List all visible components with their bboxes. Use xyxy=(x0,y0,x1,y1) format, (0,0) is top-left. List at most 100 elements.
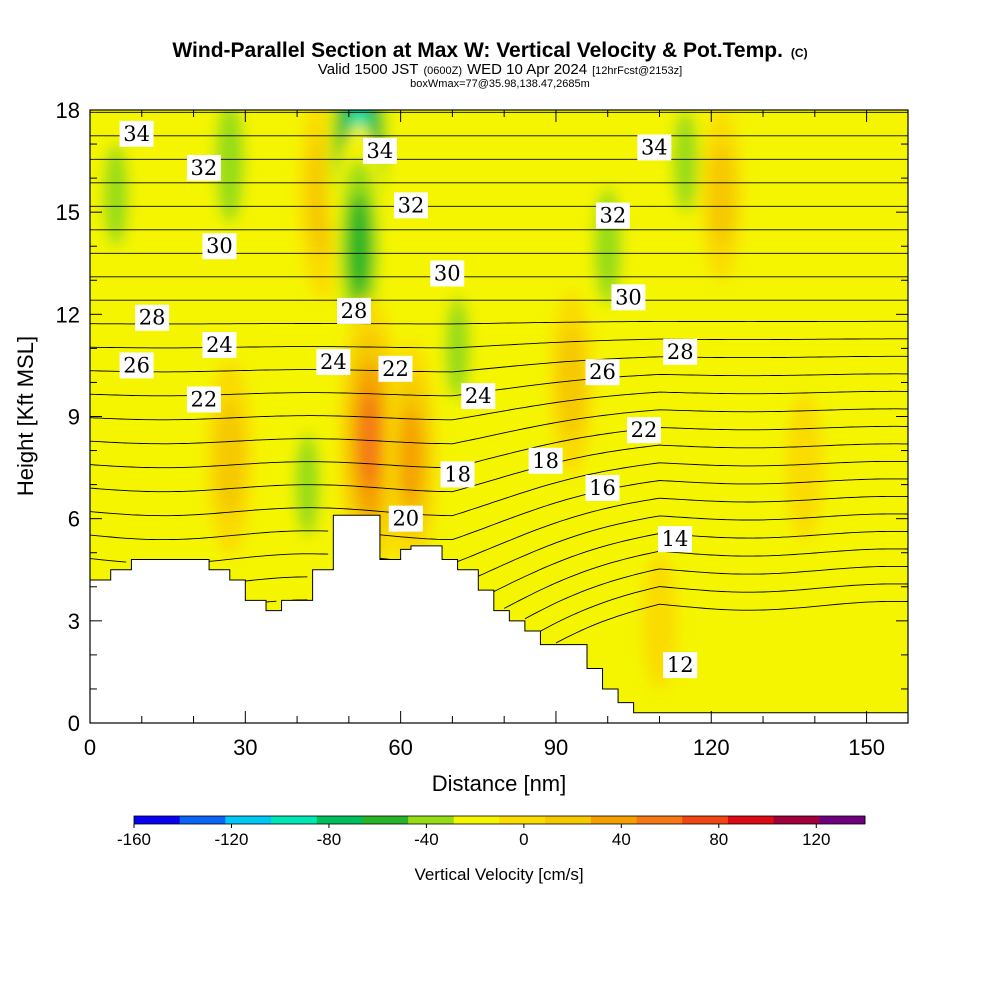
theta-label-text: 18 xyxy=(532,449,559,473)
theta-label-box xyxy=(186,154,221,181)
vv-core-4-level-2 xyxy=(347,193,371,299)
theta-label-box xyxy=(637,134,672,161)
theta-label-text: 22 xyxy=(382,357,409,381)
theta-contour-18 xyxy=(90,425,908,469)
vv-core-9-level-1 xyxy=(445,296,470,400)
theta-label-24: 14 xyxy=(658,526,693,553)
theta-label-20: 26 xyxy=(585,359,620,386)
vv-core-6-level-2 xyxy=(399,407,423,508)
theta-label-box xyxy=(202,331,237,358)
theta-label-text: 20 xyxy=(392,507,419,531)
vv-core-12-level-1 xyxy=(673,110,698,213)
theta-label-4: 26 xyxy=(119,352,154,379)
theta-label-text: 12 xyxy=(667,653,694,677)
theta-label-25: 12 xyxy=(663,652,698,679)
theta-label-2: 30 xyxy=(202,233,237,260)
chart-box-info: boxWmax=77@35.98,138.47,2685m xyxy=(410,78,590,90)
colorbar-swatch xyxy=(316,816,363,824)
colorbar-tick-labels: -160 -120 -80 -40 0 40 80 120 xyxy=(117,830,830,849)
colorbar-tick-label: 80 xyxy=(709,830,728,849)
colorbar-swatch xyxy=(727,816,775,824)
vv-core-1-level-1 xyxy=(215,110,245,224)
vv-core-0-level-1 xyxy=(103,143,129,247)
theta-contour-16 xyxy=(90,460,908,517)
theta-label-box xyxy=(202,233,237,260)
theta-label-box xyxy=(378,355,413,382)
theta-label-text: 32 xyxy=(191,156,218,180)
theta-contour-9 xyxy=(540,583,908,632)
theta-contour-15 xyxy=(90,478,908,541)
theta-label-23: 16 xyxy=(585,475,620,502)
colorbar-swatch xyxy=(453,816,500,824)
colorbar-tick-label: -40 xyxy=(414,830,439,849)
theta-label-box xyxy=(388,505,423,532)
x-tick-label: 120 xyxy=(693,735,730,760)
colorbar-swatch xyxy=(773,816,820,824)
theta-label-16: 20 xyxy=(388,505,423,532)
theta-contour-19 xyxy=(90,408,908,445)
theta-label-box xyxy=(316,349,351,376)
theta-label-text: 14 xyxy=(662,527,689,551)
theta-label-box xyxy=(658,526,693,553)
x-tick-label: 90 xyxy=(544,735,568,760)
theta-contour-21 xyxy=(90,373,908,397)
colorbar-title: Vertical Velocity [cm/s] xyxy=(414,865,583,884)
colorbar-frame xyxy=(133,815,866,825)
theta-label-box xyxy=(663,652,698,679)
theta-label-3: 28 xyxy=(135,304,170,331)
colorbar-tick-label: -120 xyxy=(214,830,248,849)
vv-core-10-level-1 xyxy=(558,327,585,438)
theta-label-box xyxy=(663,338,698,365)
theta-label-0: 34 xyxy=(119,120,154,147)
colorbar-tick-label: 120 xyxy=(802,830,830,849)
y-tick-label: 15 xyxy=(56,200,80,225)
theta-label-text: 18 xyxy=(444,462,471,486)
colorbar-swatch xyxy=(225,816,272,824)
theta-label-15: 18 xyxy=(528,447,563,474)
theta-contour-20 xyxy=(90,390,908,421)
theta-label-box xyxy=(362,137,397,164)
theta-label-text: 24 xyxy=(320,350,347,374)
theta-label-18: 32 xyxy=(595,202,630,229)
theta-label-14: 18 xyxy=(440,461,475,488)
theta-label-box xyxy=(393,192,428,219)
theta-label-text: 26 xyxy=(123,353,150,377)
theta-contour-10 xyxy=(524,565,908,620)
theta-label-text: 30 xyxy=(206,234,233,258)
theta-label-text: 24 xyxy=(206,333,233,357)
y-tick-label: 0 xyxy=(68,711,80,736)
theta-label-22: 22 xyxy=(626,417,661,444)
terrain xyxy=(90,514,908,723)
x-axis-label: Distance [nm] xyxy=(432,771,567,796)
colorbar-swatch xyxy=(590,816,638,824)
y-tick-label: 12 xyxy=(56,302,80,327)
theta-label-box xyxy=(595,202,630,229)
theta-label-text: 16 xyxy=(589,476,616,500)
vv-core-7-level-1 xyxy=(216,398,244,517)
vv-core-13-level-1 xyxy=(709,143,734,247)
theta-label-17: 34 xyxy=(637,134,672,161)
y-tick-label: 6 xyxy=(68,507,80,532)
x-tick-label: 150 xyxy=(848,735,885,760)
theta-contour-17 xyxy=(90,443,908,493)
theta-label-box xyxy=(119,120,154,147)
theta-contour-8 xyxy=(555,600,908,644)
colorbar xyxy=(133,815,866,828)
y-tick-label: 9 xyxy=(68,405,80,430)
theta-label-box xyxy=(461,383,496,410)
theta-label-box xyxy=(611,284,646,311)
theta-label-12: 22 xyxy=(378,355,413,382)
theta-label-box xyxy=(585,475,620,502)
colorbar-swatch xyxy=(362,816,409,824)
theta-label-10: 28 xyxy=(337,297,372,324)
chart-title: Wind-Parallel Section at Max W: Vertical… xyxy=(172,39,807,62)
colorbar-swatch xyxy=(545,816,592,824)
theta-label-7: 34 xyxy=(362,137,397,164)
theta-label-text: 28 xyxy=(667,340,694,364)
colorbar-swatch xyxy=(819,816,866,824)
theta-label-text: 28 xyxy=(139,306,166,330)
theta-label-box xyxy=(135,304,170,331)
theta-contour-22 xyxy=(90,355,908,373)
theta-label-11: 24 xyxy=(316,349,351,376)
theta-label-box xyxy=(119,352,154,379)
